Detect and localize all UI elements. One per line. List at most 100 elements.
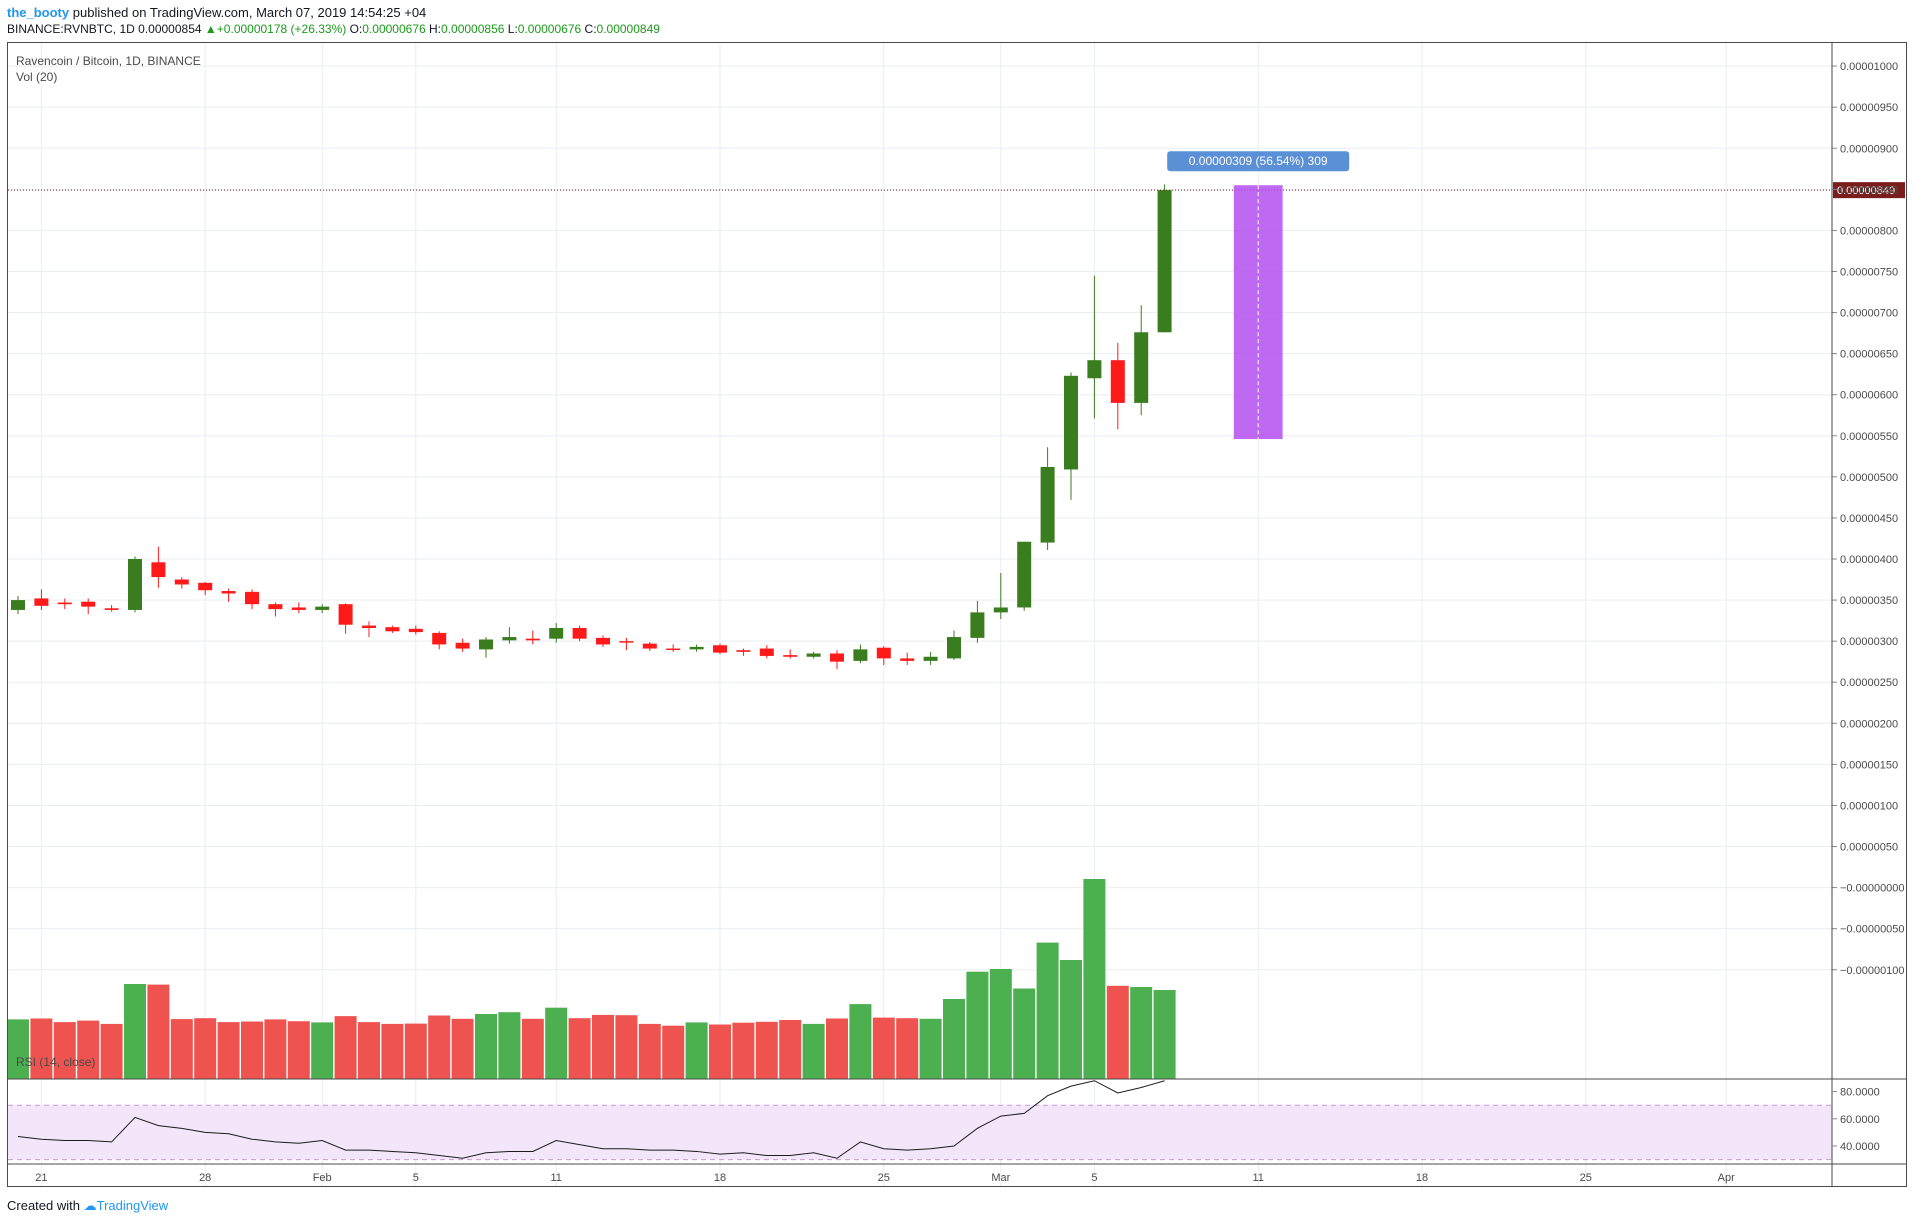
- candle-body: [1040, 466, 1055, 543]
- price-tick-label: 0.00000050: [1840, 842, 1898, 854]
- candle-body: [174, 579, 189, 585]
- price-tick-label: 0.00000950: [1840, 102, 1898, 114]
- x-tick-label: Mar: [991, 1172, 1010, 1184]
- x-tick-label: 28: [199, 1172, 211, 1184]
- open-value: 0.00000676: [362, 22, 426, 36]
- price-tick-label: −0.00000050: [1840, 924, 1905, 936]
- candle-body: [151, 562, 166, 578]
- candle-body: [1064, 375, 1078, 470]
- volume-bar: [147, 984, 170, 1079]
- tradingview-logo-icon: ☁: [83, 1198, 97, 1213]
- candle-body: [34, 598, 49, 606]
- volume-bar: [475, 1014, 497, 1079]
- candle-body: [642, 643, 657, 649]
- candle-body: [81, 601, 96, 607]
- candle-body: [549, 628, 564, 639]
- candle-body: [572, 628, 587, 639]
- volume-bar: [30, 1018, 53, 1079]
- candle-body: [596, 637, 610, 645]
- axes: 0.00001000 0.00000950 0.00000900 0.00000850…: [8, 43, 1906, 1186]
- low-value: 0.00000676: [517, 22, 582, 36]
- up-arrow-icon: ▲: [204, 22, 217, 36]
- candle-body: [993, 607, 1008, 613]
- candle-body: [385, 627, 400, 632]
- price-tick-label: 0.00000400: [1840, 554, 1898, 566]
- volume-bar: [451, 1018, 474, 1079]
- measure-callout: [1167, 151, 1350, 172]
- volume-bar: [1013, 988, 1036, 1079]
- volume-bar: [966, 971, 989, 1079]
- candle-body: [502, 637, 517, 641]
- price-tick-label: 0.00000650: [1840, 349, 1898, 361]
- volume-bar: [404, 1023, 427, 1079]
- x-tick-label: 5: [413, 1172, 419, 1184]
- ohlc-line: BINANCE:RVNBTC, 1D 0.00000854 ▲+0.000001…: [7, 22, 660, 36]
- volume-bar: [872, 1017, 895, 1079]
- x-tick-label: Feb: [313, 1172, 332, 1184]
- candle-body: [947, 637, 961, 659]
- price-tick-label: 0.00001000: [1840, 61, 1898, 73]
- candle-body: [291, 607, 306, 610]
- rsi-label: RSI (14, close): [16, 1055, 95, 1069]
- close-label: C:: [584, 22, 597, 36]
- candle-body: [736, 650, 751, 652]
- candle-body: [268, 604, 283, 610]
- volume-bar: [849, 1004, 872, 1079]
- price-tick-label: 0.00000700: [1840, 308, 1898, 320]
- candle-body: [57, 602, 72, 605]
- chart-panel[interactable]: 0.00000849 0.00000309 (56.54%) 309 0.0000…: [7, 42, 1907, 1187]
- candle-body: [432, 632, 447, 645]
- volume-bar: [358, 1022, 380, 1079]
- x-tick-label: 18: [1416, 1172, 1428, 1184]
- volume-bar: [1106, 985, 1129, 1079]
- volume-bar: [709, 1024, 731, 1079]
- price-tick-label: −0.00000100: [1840, 965, 1905, 977]
- candle-body: [830, 653, 844, 662]
- volume-bar: [755, 1021, 778, 1079]
- volume-bar: [592, 1014, 614, 1079]
- candle-body: [1087, 360, 1102, 379]
- candles: [11, 184, 1172, 670]
- volume-bar: [1153, 990, 1176, 1079]
- x-tick-label: 5: [1091, 1172, 1097, 1184]
- rsi-tick-label: 40.0000: [1840, 1141, 1880, 1153]
- price-tick-label: 0.00000750: [1840, 266, 1898, 278]
- price-tick-label: 0.00000900: [1840, 143, 1898, 155]
- candle-body: [806, 653, 821, 657]
- candle-body: [525, 638, 540, 641]
- rsi-tick-label: 60.0000: [1840, 1114, 1880, 1126]
- volume-bars: [7, 879, 1176, 1079]
- candle-body: [362, 625, 376, 629]
- volume-bar: [1060, 960, 1082, 1079]
- tradingview-link[interactable]: TradingView: [96, 1198, 169, 1213]
- price-tick-label: 0.00000550: [1840, 431, 1898, 443]
- chart-canvas[interactable]: 0.00000849 0.00000309 (56.54%) 309 0.0000…: [7, 43, 1906, 1186]
- candle-body: [759, 648, 774, 656]
- x-tick-label: 11: [550, 1172, 561, 1184]
- volume-bar: [896, 1018, 919, 1079]
- price-tick-label: 0.00000800: [1840, 225, 1898, 237]
- price-tick-label: −0.00000000: [1840, 883, 1905, 895]
- candle-body: [1157, 190, 1172, 333]
- volume-label: Vol (20): [16, 70, 57, 84]
- price-tick-label: 0.00000300: [1840, 636, 1898, 648]
- volume-bar: [919, 1018, 942, 1079]
- x-tick-label: 11: [1252, 1172, 1263, 1184]
- rsi-pane: [8, 1080, 1832, 1161]
- volume-bar: [826, 1018, 848, 1079]
- volume-bar: [241, 1021, 263, 1079]
- rsi-tick-label: 80.0000: [1840, 1087, 1880, 1099]
- candle-body: [221, 591, 236, 594]
- price-tick-label: 0.00000850: [1840, 184, 1898, 196]
- volume-bar: [428, 1015, 451, 1079]
- volume-bar: [53, 1022, 76, 1079]
- author-link[interactable]: the_booty: [7, 5, 70, 20]
- published-text: published on TradingView.com, March 07, …: [72, 5, 427, 20]
- volume-bar: [685, 1022, 708, 1079]
- candle-body: [1017, 541, 1032, 608]
- high-label: H:: [429, 22, 442, 36]
- last-price: 0.00000854: [138, 22, 202, 36]
- volume-bar: [1036, 942, 1059, 1079]
- price-tick-label: 0.00000500: [1840, 472, 1898, 484]
- candle-body: [970, 612, 985, 638]
